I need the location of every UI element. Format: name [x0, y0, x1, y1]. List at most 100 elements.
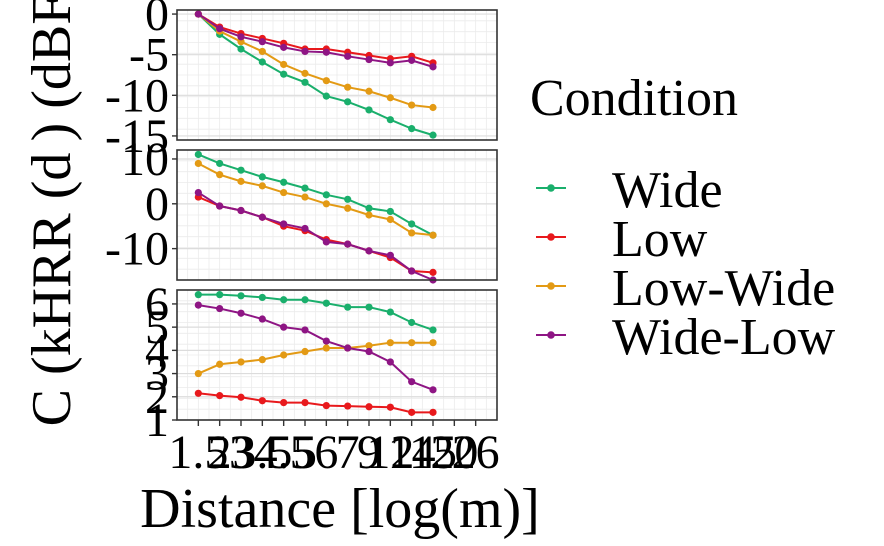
data-point — [258, 397, 266, 405]
y-axis-title: C (kHRR (d ) (dBF — [21, 0, 83, 426]
data-point — [280, 398, 288, 407]
data-point — [386, 59, 394, 67]
legend-key-point — [547, 233, 555, 241]
y-tick-label: 10 — [121, 133, 169, 186]
data-point — [408, 101, 416, 109]
data-point — [322, 200, 330, 208]
data-point — [280, 178, 288, 186]
data-point — [365, 303, 373, 311]
series-line — [197, 153, 434, 237]
panel-1: 0-5-10-15 — [105, 0, 498, 163]
data-point — [237, 177, 245, 185]
legend-key-point — [547, 184, 555, 192]
data-point — [237, 206, 245, 215]
data-point — [365, 342, 373, 350]
data-point — [301, 296, 309, 304]
data-point — [386, 207, 394, 216]
data-point — [365, 247, 373, 255]
data-point — [216, 360, 224, 368]
data-point — [386, 215, 394, 224]
data-point — [301, 78, 309, 86]
data-point — [237, 393, 245, 401]
data-point — [386, 339, 394, 347]
data-point — [258, 173, 266, 181]
data-point — [344, 52, 352, 60]
data-point — [408, 229, 416, 237]
x-tick-label: 4.5 — [254, 426, 314, 479]
data-point — [408, 318, 416, 327]
data-point — [237, 292, 245, 300]
legend-key-point — [547, 282, 555, 290]
data-point — [322, 92, 330, 100]
x-tick-label: 3 — [229, 426, 253, 479]
series-line — [197, 13, 434, 137]
y-tick-label: 3 — [145, 348, 169, 401]
data-point — [408, 408, 416, 416]
data-point — [194, 301, 202, 309]
data-point — [216, 392, 224, 400]
y-tick-label: 4 — [145, 324, 169, 377]
data-point — [237, 45, 245, 53]
data-point — [344, 303, 352, 311]
series-wide-low — [194, 188, 437, 284]
y-tick-label: 0 — [145, 178, 169, 231]
data-point — [386, 358, 394, 366]
data-point — [280, 351, 288, 359]
data-point — [216, 171, 224, 179]
y-tick-label: 6 — [145, 278, 169, 331]
series-wide — [194, 291, 437, 334]
series-line — [198, 304, 434, 391]
data-point — [344, 344, 352, 352]
legend-key-point — [547, 331, 555, 339]
data-point — [322, 191, 330, 199]
y-tick-label: -10 — [105, 69, 169, 122]
data-point — [237, 358, 245, 366]
data-point — [386, 251, 394, 259]
data-point — [322, 77, 330, 85]
data-point — [429, 408, 437, 416]
x-tick-label: 5 — [293, 426, 317, 479]
panel-border — [176, 289, 498, 421]
series-wide — [194, 150, 437, 239]
data-point — [301, 224, 309, 233]
y-tick-label: 5 — [145, 301, 169, 354]
data-point — [344, 240, 352, 248]
legend-label: Low — [612, 211, 708, 268]
x-tick-label: 26 — [452, 426, 500, 479]
data-point — [408, 125, 416, 133]
data-point — [322, 299, 330, 307]
data-point — [386, 116, 394, 124]
data-point — [258, 293, 266, 302]
data-point — [216, 25, 224, 33]
y-tick-label: 2 — [145, 371, 169, 424]
data-point — [280, 188, 288, 197]
data-point — [344, 204, 352, 212]
data-point — [429, 131, 437, 139]
x-tick-label: 1.5 — [168, 426, 228, 479]
data-point — [365, 55, 373, 64]
data-point — [216, 159, 224, 168]
data-point — [322, 402, 330, 410]
x-tick-label: 9 — [357, 426, 381, 479]
series-low — [194, 389, 437, 416]
series-line — [197, 191, 434, 281]
data-point — [258, 315, 266, 323]
panel-border — [176, 149, 498, 281]
data-point — [408, 56, 416, 64]
data-point — [429, 63, 437, 71]
data-point — [280, 60, 288, 69]
data-point — [194, 10, 202, 18]
data-point — [237, 166, 245, 174]
legend-title: Condition — [530, 70, 738, 127]
data-point — [429, 339, 437, 347]
data-point — [301, 69, 309, 77]
data-point — [365, 347, 373, 356]
data-point — [237, 33, 245, 41]
data-point — [301, 47, 309, 56]
data-point — [429, 326, 437, 334]
data-point — [301, 193, 309, 201]
data-point — [194, 369, 202, 378]
